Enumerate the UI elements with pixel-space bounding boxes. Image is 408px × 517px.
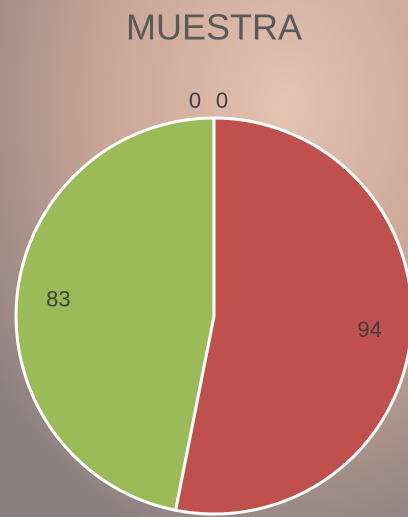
data-label: 94 — [357, 317, 381, 342]
data-label: 0 — [189, 88, 201, 113]
data-label: 0 — [216, 88, 228, 113]
chart-title: MUESTRA — [126, 7, 302, 48]
pie-slice — [14, 116, 216, 513]
pie-slice — [173, 116, 408, 516]
data-label: 83 — [46, 287, 70, 312]
